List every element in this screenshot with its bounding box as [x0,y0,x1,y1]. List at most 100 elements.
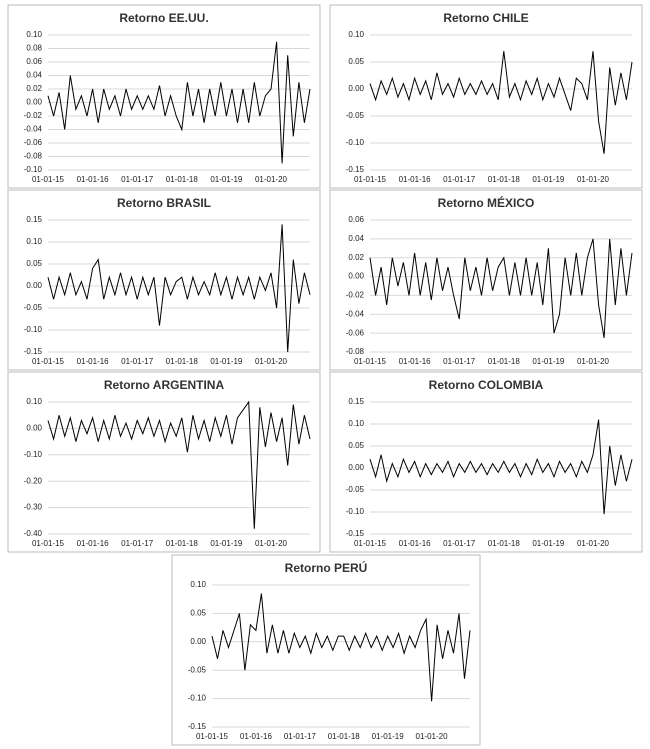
y-tick-label: 0.10 [26,397,42,406]
y-tick-label: 0.02 [26,84,42,93]
y-tick-label: -0.06 [24,138,43,147]
y-tick-label: -0.15 [346,165,365,174]
panel [171,554,481,746]
chart-title: Retorno COLOMBIA [429,378,544,392]
y-tick-label: 0.04 [26,71,42,80]
x-tick-label: 01-01-17 [121,539,154,548]
x-tick-label: 01-01-18 [488,357,521,366]
x-tick-label: 01-01-18 [488,539,521,548]
return-line [369,238,633,338]
chart-title: Retorno BRASIL [117,196,211,210]
x-tick-label: 01-01-20 [577,357,610,366]
y-tick-label: 0.08 [26,44,42,53]
y-tick-label: 0.05 [348,57,364,66]
y-tick-label: 0.00 [348,463,364,472]
x-tick-label: 01-01-17 [443,539,476,548]
x-tick-label: 01-01-18 [166,175,199,184]
return-line [369,419,633,515]
y-tick-label: 0.04 [348,234,364,243]
y-tick-label: 0.00 [190,637,206,646]
x-tick-label: 01-01-20 [255,175,288,184]
x-tick-label: 01-01-16 [399,175,432,184]
x-tick-label: 01-01-20 [577,175,610,184]
x-tick-label: 01-01-20 [577,539,610,548]
y-tick-label: 0.15 [348,397,364,406]
x-tick-label: 01-01-19 [210,539,243,548]
x-tick-label: 01-01-15 [354,357,387,366]
x-tick-label: 01-01-20 [255,357,288,366]
panel [7,189,321,371]
x-tick-label: 01-01-15 [32,175,65,184]
chart-title: Retorno PERÚ [285,560,368,575]
y-tick-label: -0.15 [188,722,207,731]
y-tick-label: -0.40 [24,529,43,538]
x-tick-label: 01-01-16 [240,732,273,741]
return-line [47,400,311,529]
y-tick-label: 0.00 [348,84,364,93]
y-tick-label: -0.08 [346,347,365,356]
x-tick-label: 01-01-18 [166,539,199,548]
x-tick-label: 01-01-16 [399,539,432,548]
y-tick-label: 0.05 [26,259,42,268]
y-tick-label: -0.02 [346,291,365,300]
y-tick-label: 0.00 [26,424,42,433]
y-tick-label: -0.05 [346,485,365,494]
x-tick-label: 01-01-16 [77,175,110,184]
y-tick-label: -0.02 [24,111,43,120]
y-tick-label: -0.15 [346,529,365,538]
y-tick-label: -0.10 [188,694,207,703]
chart-title: Retorno MÉXICO [438,195,535,210]
x-tick-label: 01-01-16 [77,539,110,548]
y-tick-label: 0.15 [26,215,42,224]
chart-title: Retorno ARGENTINA [104,378,225,392]
x-tick-label: 01-01-15 [354,175,387,184]
y-tick-label: -0.08 [24,152,43,161]
y-tick-label: 0.00 [348,272,364,281]
y-tick-label: -0.10 [24,165,43,174]
y-tick-label: 0.10 [348,419,364,428]
x-tick-label: 01-01-20 [416,732,449,741]
y-tick-label: 0.05 [348,441,364,450]
return-line [211,593,471,702]
y-tick-label: 0.05 [190,609,206,618]
y-tick-label: -0.05 [24,303,43,312]
y-tick-label: -0.15 [24,347,43,356]
y-tick-label: 0.00 [26,281,42,290]
x-tick-label: 01-01-15 [32,357,65,366]
y-tick-label: 0.10 [26,237,42,246]
y-tick-label: -0.10 [24,450,43,459]
y-tick-label: -0.04 [346,309,365,318]
y-tick-label: 0.06 [348,215,364,224]
y-tick-label: -0.30 [24,503,43,512]
x-tick-label: 01-01-15 [32,539,65,548]
x-tick-label: 01-01-18 [328,732,361,741]
y-tick-label: -0.10 [346,138,365,147]
chart-title: Retorno CHILE [443,11,528,25]
y-tick-label: -0.05 [188,665,207,674]
y-tick-label: 0.06 [26,57,42,66]
return-line [47,41,311,164]
y-tick-label: 0.10 [26,30,42,39]
panel [329,371,643,553]
x-tick-label: 01-01-17 [284,732,317,741]
x-tick-label: 01-01-15 [196,732,229,741]
y-tick-label: 0.02 [348,253,364,262]
x-tick-label: 01-01-19 [532,357,565,366]
panel [7,371,321,553]
y-tick-label: -0.04 [24,125,43,134]
return-line [47,224,311,353]
x-tick-label: 01-01-16 [399,357,432,366]
x-tick-label: 01-01-19 [210,175,243,184]
y-tick-label: -0.10 [24,325,43,334]
x-tick-label: 01-01-15 [354,539,387,548]
y-tick-label: -0.05 [346,111,365,120]
panel [7,4,321,189]
return-line [369,51,633,154]
x-tick-label: 01-01-18 [166,357,199,366]
y-tick-label: 0.00 [26,98,42,107]
x-tick-label: 01-01-19 [210,357,243,366]
x-tick-label: 01-01-17 [121,175,154,184]
panel [329,189,643,371]
x-tick-label: 01-01-17 [121,357,154,366]
